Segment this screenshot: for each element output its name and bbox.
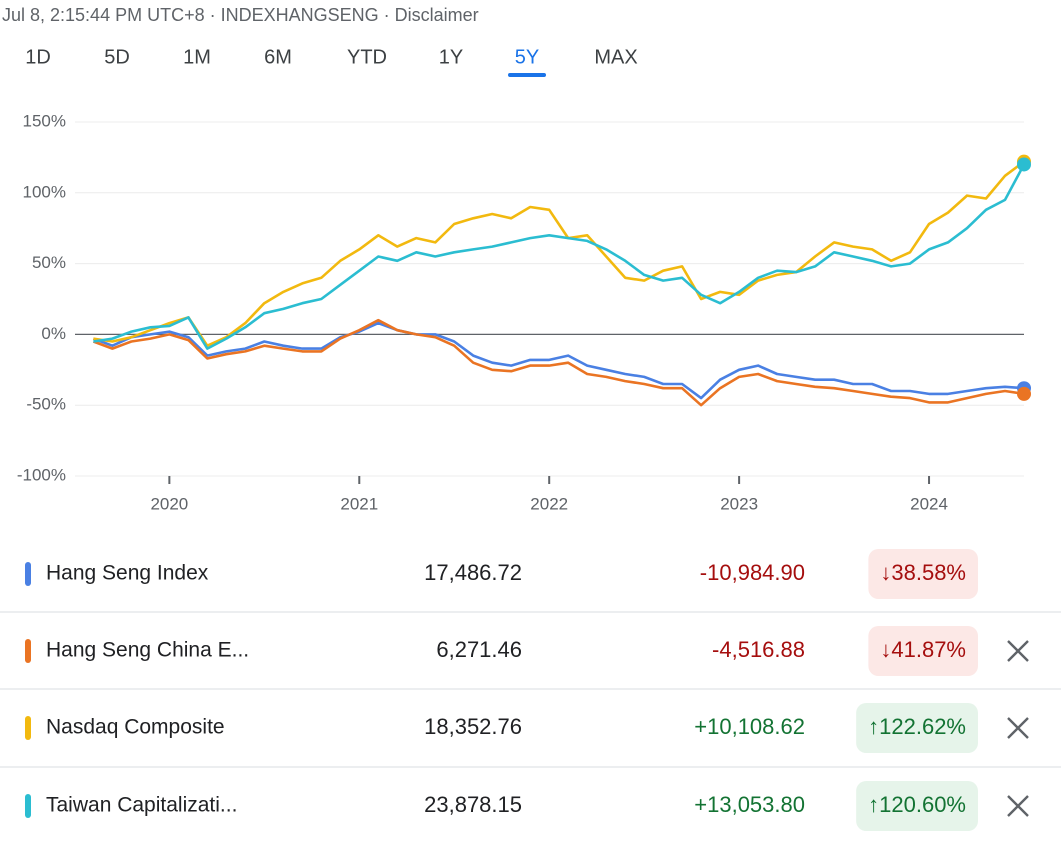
row-change: -10,984.90 [700, 560, 805, 585]
row-price: 23,878.15 [424, 792, 522, 817]
series-swatch [25, 639, 31, 663]
percent-pill [868, 626, 978, 676]
header: Jul 8, 2:15:44 PM UTC+8 · INDEXHANGSENG … [2, 5, 479, 25]
x-tick-label: 2022 [530, 494, 568, 513]
row-name: Hang Seng China E... [46, 639, 249, 662]
x-tick-label: 2020 [150, 494, 188, 513]
y-tick-label: -100% [17, 465, 66, 484]
row-change: +13,053.80 [694, 792, 805, 817]
row-percent: ↑122.62% [868, 714, 966, 739]
range-tab[interactable]: 6M [264, 46, 292, 68]
range-tab[interactable]: 1D [25, 46, 51, 68]
row-name: Nasdaq Composite [46, 716, 225, 739]
series-swatch [25, 716, 31, 740]
series-line [93, 160, 1025, 347]
row-change: +10,108.62 [694, 714, 805, 739]
y-tick-label: -50% [26, 395, 66, 414]
row-price: 6,271.46 [436, 637, 522, 662]
series-swatch [25, 562, 31, 586]
row-percent: ↓38.58% [880, 560, 966, 585]
percent-pill [856, 781, 978, 831]
range-tab[interactable]: 5D [104, 46, 130, 68]
x-tick-label: 2023 [720, 494, 758, 513]
row-name: Taiwan Capitalizati... [46, 794, 237, 817]
row-name: Hang Seng Index [46, 562, 209, 585]
y-tick-label: 0% [41, 324, 66, 343]
row-price: 17,486.72 [424, 560, 522, 585]
series-line [92, 321, 1025, 400]
x-tick-label: 2024 [910, 494, 948, 513]
range-tab[interactable]: MAX [594, 46, 637, 68]
row-percent: ↓41.87% [880, 637, 966, 662]
end-dot [1017, 386, 1031, 401]
range-tab[interactable]: 1Y [439, 46, 463, 68]
remove-button[interactable] [1007, 717, 1029, 739]
series-line [93, 163, 1026, 350]
remove-button[interactable] [1007, 795, 1029, 817]
range-tab[interactable]: 1M [183, 46, 211, 68]
remove-button[interactable] [1007, 640, 1029, 662]
row-change: -4,516.88 [712, 637, 805, 662]
range-tab[interactable]: 5Y [515, 46, 539, 68]
percent-pill [856, 703, 978, 753]
y-tick-label: 50% [32, 253, 66, 272]
series-swatch [25, 794, 31, 818]
percent-pill [868, 549, 978, 599]
row-percent: ↑120.60% [868, 792, 966, 817]
tab-underline [508, 73, 546, 77]
y-tick-label: 150% [23, 111, 66, 130]
x-tick-label: 2021 [340, 494, 378, 513]
range-tab[interactable]: YTD [347, 46, 387, 68]
y-tick-label: 100% [23, 182, 66, 201]
end-dot [1017, 157, 1031, 172]
series-line [92, 318, 1025, 407]
row-price: 18,352.76 [424, 714, 522, 739]
